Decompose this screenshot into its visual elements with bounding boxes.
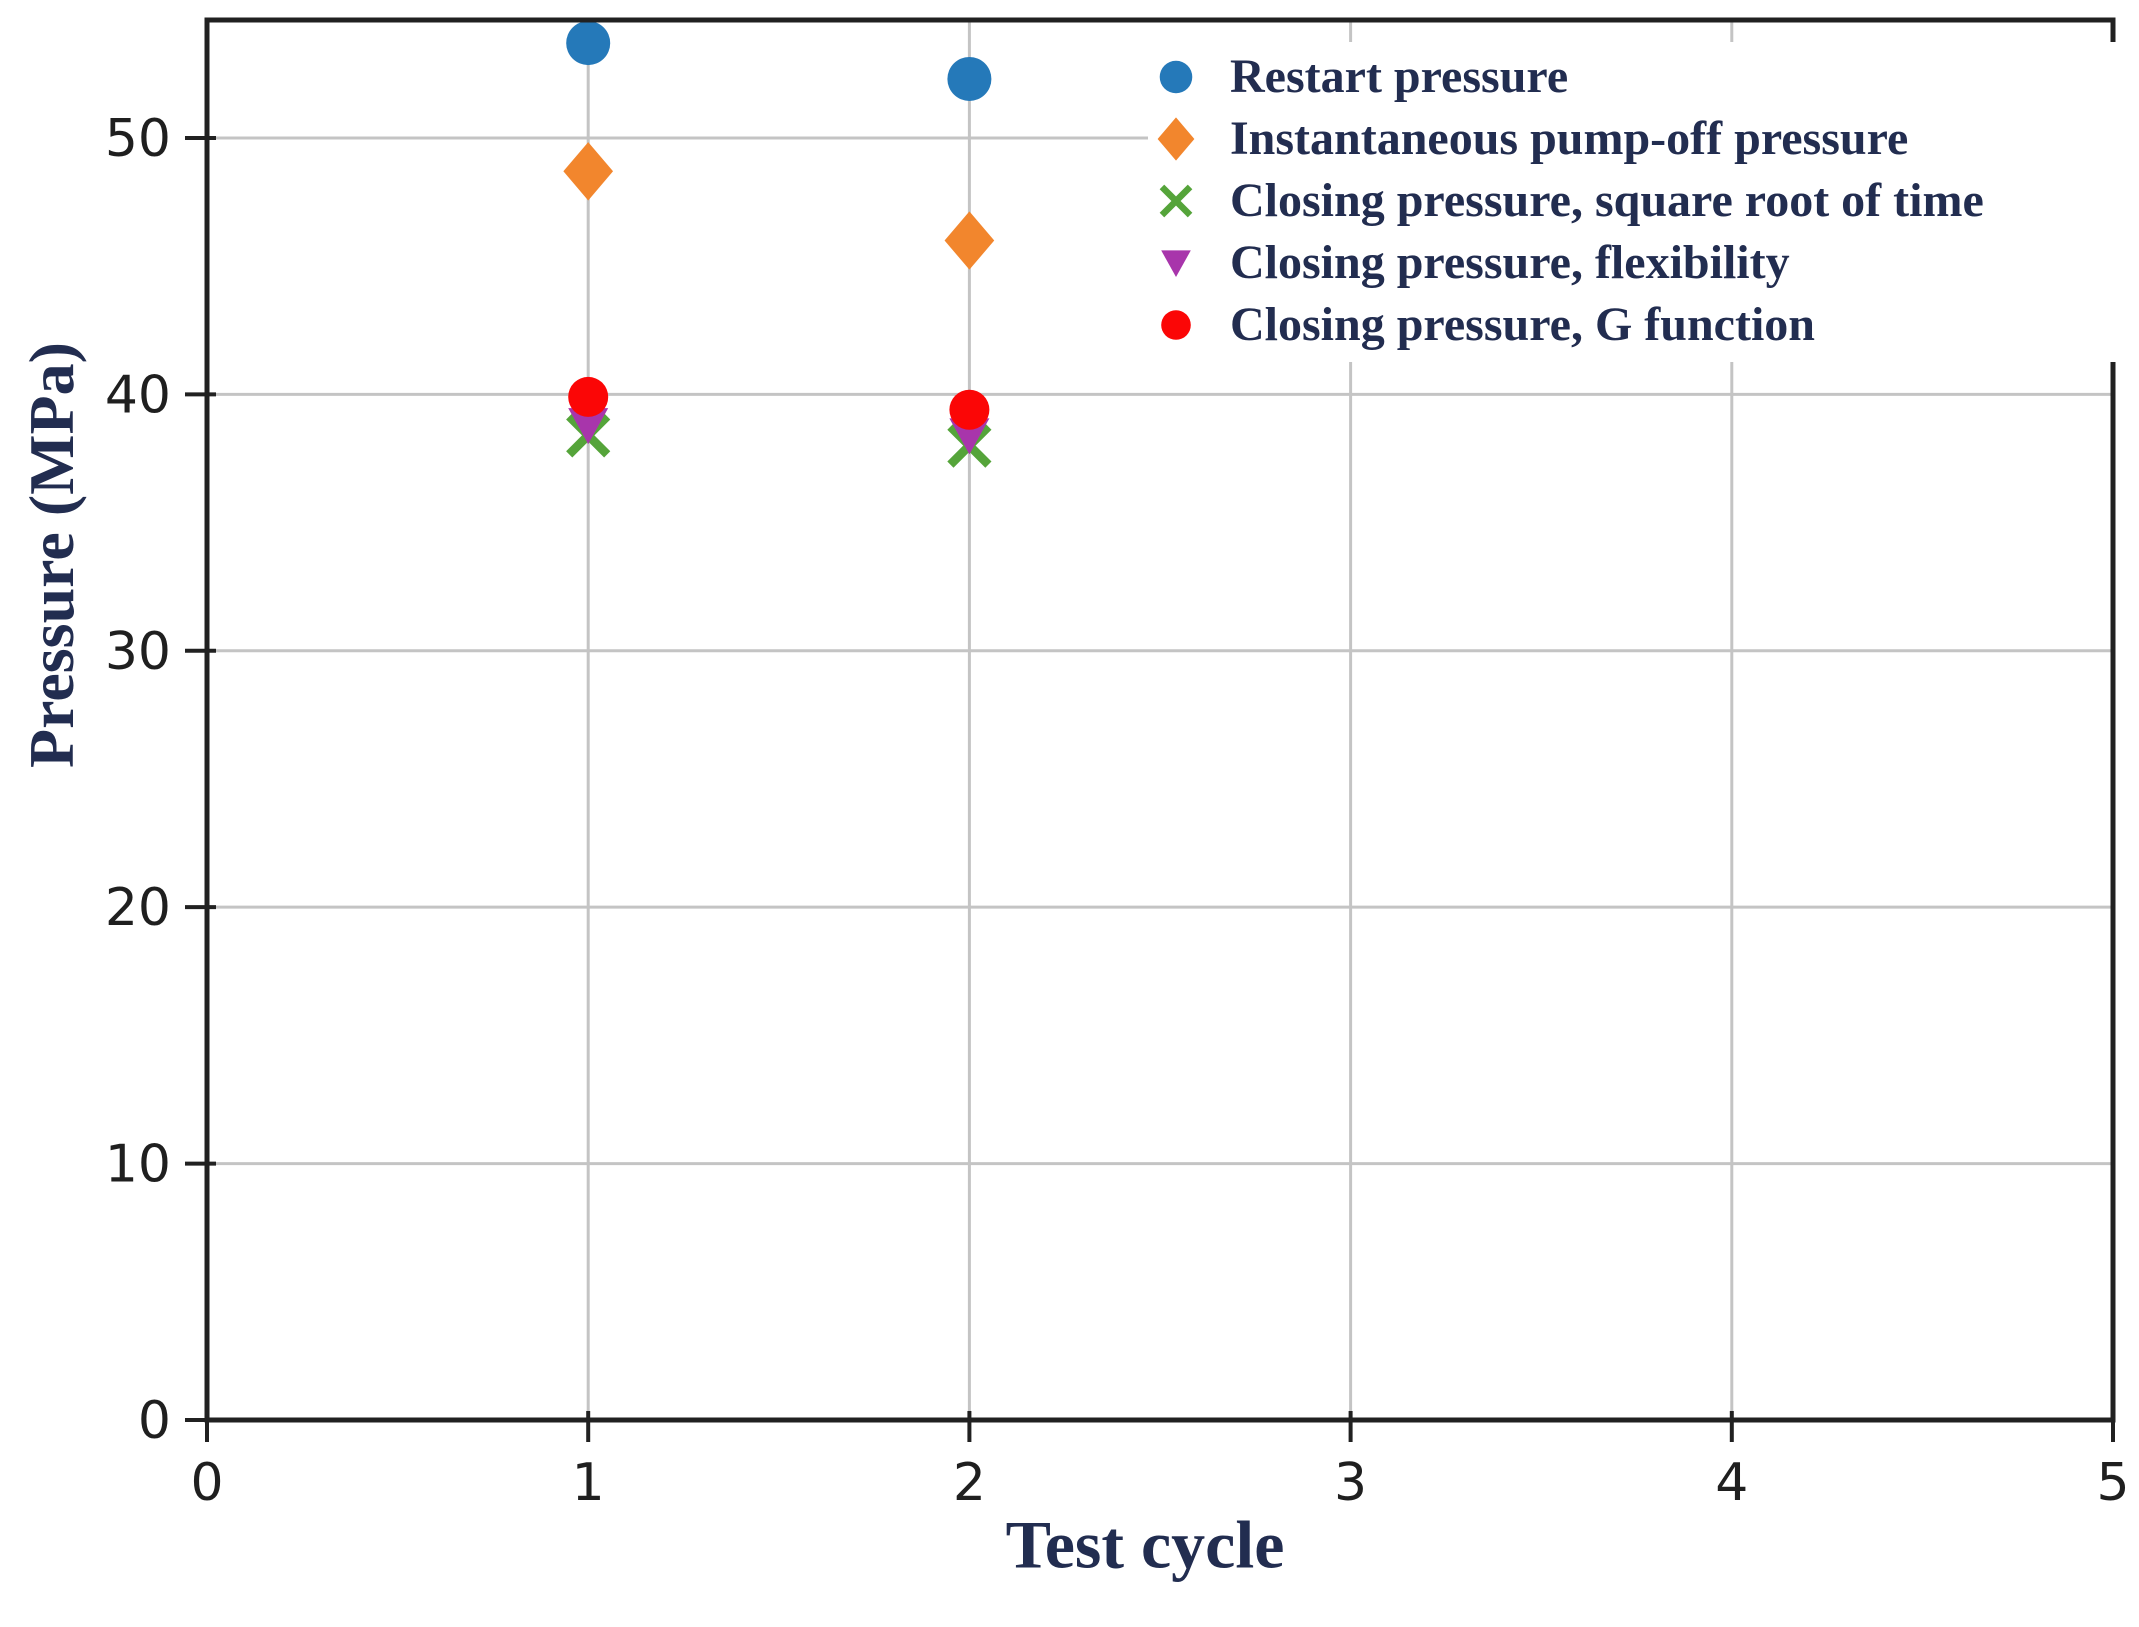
legend-marker-icon (1161, 250, 1191, 278)
x-tick-label: 5 (2096, 1453, 2129, 1513)
legend-marker-icon (1159, 60, 1193, 94)
legend-item-label: Closing pressure, flexibility (1230, 236, 1790, 289)
x-tick-label: 0 (190, 1453, 223, 1513)
data-point (563, 142, 614, 201)
y-tick-label: 10 (105, 1135, 171, 1195)
legend-item: Closing pressure, flexibility (1148, 232, 2118, 294)
legend-marker-icon (1161, 250, 1191, 278)
legend-item: Closing pressure, square root of time (1148, 170, 2118, 232)
legend-item-label: Restart pressure (1230, 50, 1569, 103)
y-tick-label: 30 (105, 622, 171, 682)
legend-marker-icon (1157, 117, 1195, 161)
data-point (566, 21, 611, 66)
x-tick-label: 3 (1334, 1453, 1367, 1513)
data-point (947, 56, 992, 101)
data-point (944, 211, 995, 270)
legend-marker-icon (1159, 60, 1193, 94)
legend-item-label: Instantaneous pump-off pressure (1230, 112, 1909, 165)
x-tick-label: 1 (572, 1453, 605, 1513)
legend-item-label: Closing pressure, square root of time (1230, 174, 1984, 227)
legend-marker-icon (1157, 117, 1195, 161)
axes-frame (204, 17, 2116, 1423)
y-axis-label: Pressure (MPa) (16, 342, 87, 768)
legend-marker-icon (1161, 310, 1191, 340)
data-point (568, 376, 609, 417)
y-tick-label: 0 (138, 1391, 171, 1451)
legend-item-label: Closing pressure, G function (1230, 298, 1815, 351)
y-tick-label: 20 (105, 878, 171, 938)
legend: Restart pressure Instantaneous pump-off p… (1148, 42, 2118, 362)
x-axis-label: Test cycle (1005, 1506, 1285, 1583)
y-tick-label: 50 (105, 109, 171, 169)
data-point (949, 418, 990, 455)
data-point (949, 389, 990, 430)
data-point (568, 408, 609, 445)
y-tick-label: 40 (105, 365, 171, 425)
legend-item: Restart pressure (1148, 46, 2118, 108)
legend-marker-icon (1161, 310, 1191, 340)
x-tick-label: 2 (953, 1453, 986, 1513)
legend-item: Closing pressure, G function (1148, 294, 2118, 356)
legend-marker-icon (1159, 184, 1193, 218)
legend-item: Instantaneous pump-off pressure (1148, 108, 2118, 170)
x-tick-label: 4 (1715, 1453, 1748, 1513)
legend-marker-icon (1159, 184, 1193, 218)
